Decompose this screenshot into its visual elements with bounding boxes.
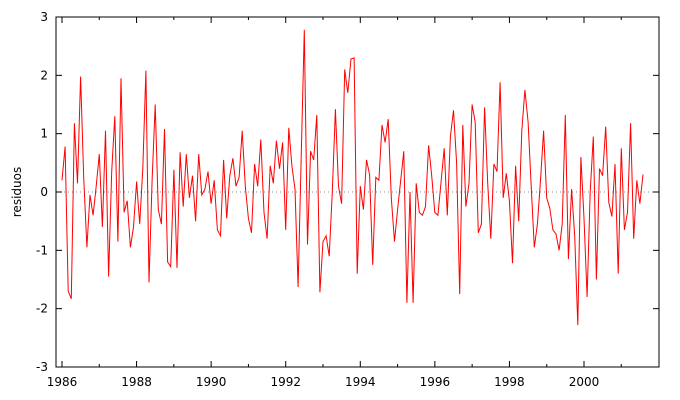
y-tick-label: 2 [40, 68, 48, 82]
x-tick-label: 1990 [196, 375, 227, 389]
x-tick-label: 1988 [121, 375, 152, 389]
y-tick-label: 1 [40, 127, 48, 141]
x-tick-label: 2000 [569, 375, 600, 389]
x-tick-label: 1998 [494, 375, 525, 389]
x-axis: 1986 1988 1990 1992 1994 1996 1998 2000 [47, 17, 622, 389]
y-tick-label: -3 [36, 360, 48, 374]
residuals-series-line [61, 29, 644, 326]
y-axis-label: residuos [10, 167, 24, 217]
y-axis: -3 -2 -1 0 1 2 3 [36, 10, 659, 374]
x-tick-label: 1992 [270, 375, 301, 389]
y-tick-label: -1 [36, 243, 48, 257]
y-tick-label: -2 [36, 302, 48, 316]
y-tick-label: 3 [40, 10, 48, 24]
y-tick-label: 0 [40, 185, 48, 199]
x-tick-label: 1994 [345, 375, 376, 389]
x-tick-label: 1996 [420, 375, 451, 389]
x-tick-label: 1986 [47, 375, 78, 389]
